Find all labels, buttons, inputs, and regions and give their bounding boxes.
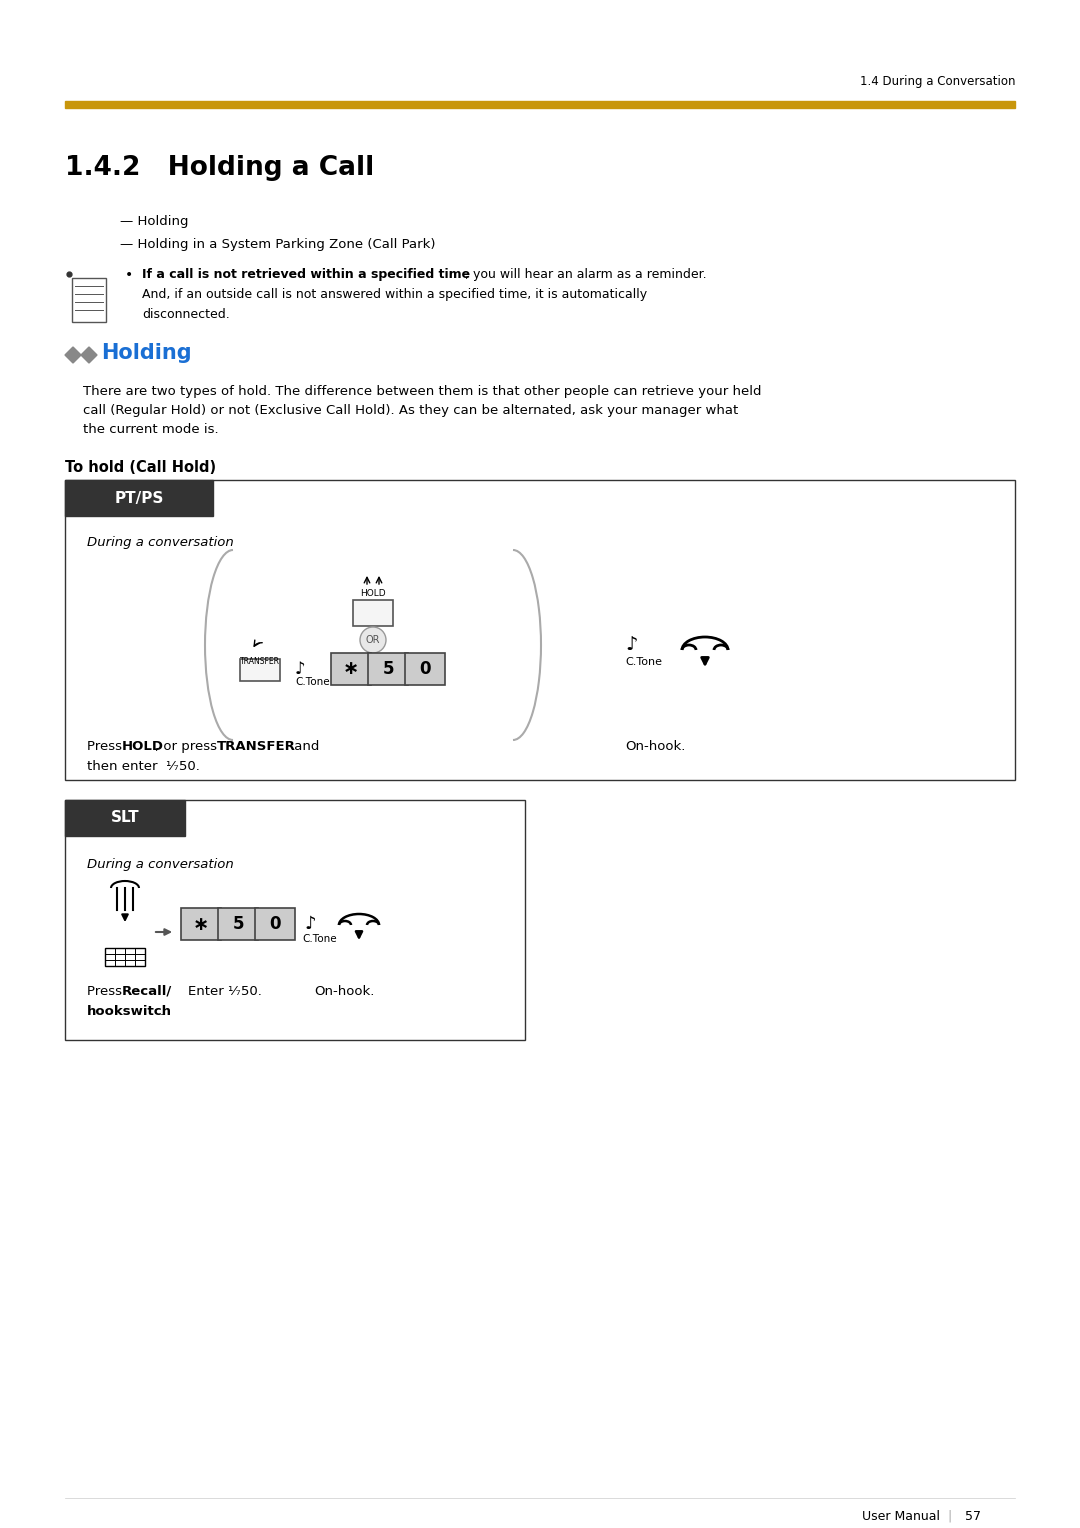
Bar: [72, 278, 106, 322]
Text: then enter  ⅐50.: then enter ⅐50.: [87, 759, 200, 773]
Bar: [65, 801, 185, 836]
FancyBboxPatch shape: [255, 908, 295, 940]
Text: |: |: [947, 1510, 951, 1523]
Text: — Holding in a System Parking Zone (Call Park): — Holding in a System Parking Zone (Call…: [120, 238, 435, 251]
Text: If a call is not retrieved within a specified time: If a call is not retrieved within a spec…: [141, 267, 470, 281]
Text: User Manual: User Manual: [862, 1510, 940, 1523]
Text: 1.4 During a Conversation: 1.4 During a Conversation: [860, 75, 1015, 89]
FancyBboxPatch shape: [368, 652, 408, 685]
Circle shape: [360, 626, 386, 652]
Text: ∗: ∗: [342, 660, 360, 678]
Bar: [353, 601, 393, 626]
Text: On-hook.: On-hook.: [314, 986, 375, 998]
Bar: [65, 480, 1015, 779]
Text: On-hook.: On-hook.: [625, 740, 686, 753]
Text: •: •: [125, 267, 133, 283]
Text: hookswitch: hookswitch: [87, 1005, 172, 1018]
Text: ♪: ♪: [303, 915, 315, 934]
Bar: [65, 101, 1015, 108]
Text: C.Tone: C.Tone: [295, 677, 329, 688]
FancyBboxPatch shape: [330, 652, 372, 685]
Text: Enter ⅐50.: Enter ⅐50.: [188, 986, 261, 998]
Text: 0: 0: [419, 660, 431, 678]
Text: the current mode is.: the current mode is.: [83, 423, 218, 435]
Text: HOLD: HOLD: [361, 588, 386, 597]
Text: OR: OR: [366, 636, 380, 645]
Text: ∗: ∗: [193, 914, 210, 934]
Text: — Holding: — Holding: [120, 215, 189, 228]
Text: During a conversation: During a conversation: [87, 859, 233, 871]
Text: To hold (Call Hold): To hold (Call Hold): [65, 460, 216, 475]
Bar: [65, 801, 525, 1041]
Text: HOLD: HOLD: [122, 740, 164, 753]
Text: Press: Press: [87, 986, 126, 998]
Text: 1.4.2   Holding a Call: 1.4.2 Holding a Call: [65, 154, 375, 180]
Text: 5: 5: [382, 660, 394, 678]
Text: And, if an outside call is not answered within a specified time, it is automatic: And, if an outside call is not answered …: [141, 287, 647, 301]
Text: and: and: [291, 740, 320, 753]
Text: 57: 57: [966, 1510, 981, 1523]
Polygon shape: [81, 347, 97, 364]
Text: TRANSFER: TRANSFER: [217, 740, 296, 753]
Text: , you will hear an alarm as a reminder.: , you will hear an alarm as a reminder.: [465, 267, 706, 281]
Text: During a conversation: During a conversation: [87, 536, 233, 549]
Text: 5: 5: [232, 915, 244, 934]
Text: ♪: ♪: [295, 660, 306, 678]
Text: call (Regular Hold) or not (Exclusive Call Hold). As they can be alternated, ask: call (Regular Hold) or not (Exclusive Ca…: [83, 403, 739, 417]
Text: SLT: SLT: [110, 810, 139, 825]
FancyBboxPatch shape: [405, 652, 445, 685]
Text: There are two types of hold. The difference between them is that other people ca: There are two types of hold. The differe…: [83, 385, 761, 397]
Bar: [65, 480, 213, 516]
Bar: [105, 947, 145, 966]
Polygon shape: [65, 347, 81, 364]
Text: Press: Press: [87, 740, 126, 753]
Bar: [240, 659, 280, 681]
Text: disconnected.: disconnected.: [141, 309, 230, 321]
Text: C.Tone: C.Tone: [625, 657, 662, 668]
Text: ♪: ♪: [625, 636, 637, 654]
Text: .: .: [160, 1005, 164, 1018]
FancyBboxPatch shape: [218, 908, 258, 940]
Text: Recall/: Recall/: [122, 986, 172, 998]
Text: C.Tone: C.Tone: [302, 934, 337, 944]
Text: , or press: , or press: [156, 740, 221, 753]
FancyBboxPatch shape: [181, 908, 221, 940]
Text: Holding: Holding: [102, 342, 191, 364]
Text: PT/PS: PT/PS: [114, 490, 164, 506]
Text: 0: 0: [269, 915, 281, 934]
Text: TRANSFER: TRANSFER: [240, 657, 280, 666]
